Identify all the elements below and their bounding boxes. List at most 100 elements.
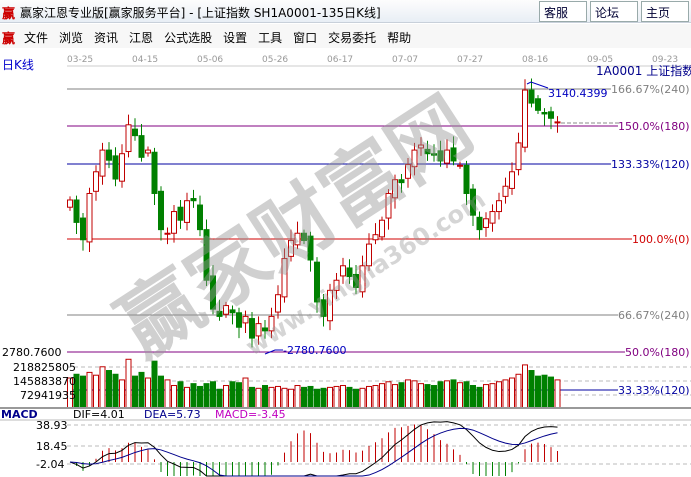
candle-body [398, 179, 405, 184]
volume-tick: 145883870 [13, 375, 76, 388]
menu-formula[interactable]: 公式选股 [164, 31, 213, 45]
volume-bar [483, 384, 489, 409]
volume-bar [463, 381, 470, 409]
volume-bar [444, 380, 450, 409]
candle-body [255, 323, 262, 337]
candle-body [444, 149, 450, 164]
candle-body [86, 192, 93, 243]
candle-body [73, 199, 80, 223]
volume-bar [554, 379, 561, 409]
volume-bar [333, 385, 340, 409]
candles [67, 78, 561, 348]
volume-bar [190, 383, 197, 409]
candle-body [99, 149, 106, 177]
menu-trade[interactable]: 交易委托 [328, 31, 377, 45]
volume-bar [268, 386, 275, 409]
date-tick: 07-07 [392, 55, 418, 65]
candle-body [405, 164, 411, 179]
candle-body [125, 124, 132, 153]
candle-body [106, 149, 112, 161]
volume-bar [93, 374, 99, 409]
date-tick: 06-17 [327, 55, 353, 65]
candle-body [197, 204, 203, 231]
candle-body [301, 232, 307, 241]
candle-body [424, 148, 431, 155]
volume-bar [548, 376, 554, 409]
candle-body [535, 98, 541, 111]
macd-panel [69, 421, 558, 477]
candle-body [151, 151, 158, 194]
volume-bar [411, 380, 418, 409]
candle-body [359, 265, 366, 293]
menu-browse[interactable]: 浏览 [59, 31, 84, 45]
volume-bar [249, 386, 255, 409]
volume-bar [457, 382, 463, 409]
candle-body [541, 111, 548, 115]
candle-body [392, 179, 398, 199]
macd-value: MACD=-3.45 [215, 408, 286, 421]
forum-button[interactable]: 论坛 [590, 1, 638, 22]
dea-value: DEA=5.73 [144, 408, 201, 421]
volume-bar [379, 383, 385, 409]
volume-bar [307, 385, 314, 409]
dif-line [69, 421, 558, 477]
candle-body [203, 229, 210, 281]
candle-body [242, 315, 249, 324]
candle-body [171, 211, 177, 234]
volume-bar [99, 366, 106, 409]
volume-bar [294, 385, 301, 409]
date-tick: 05-26 [262, 55, 288, 65]
volume-bar [80, 375, 86, 409]
dea-line [69, 427, 558, 477]
volume-bar [509, 377, 515, 409]
volume-bar [236, 382, 242, 409]
title-bar: 赢 赢家江恩专业版[赢家服务平台] - [上证指数 SH1A0001-135日K… [0, 0, 691, 23]
candle-body [333, 279, 340, 291]
volume-bar [288, 388, 294, 409]
candle-body [496, 200, 502, 213]
menu-file[interactable]: 文件 [24, 31, 49, 45]
high-marker [526, 81, 549, 89]
candle-body [184, 200, 190, 223]
volume-bar [340, 385, 346, 409]
dif-value: DIF=4.01 [73, 408, 125, 421]
candle-body [450, 147, 457, 162]
homepage-button[interactable]: 主页 [641, 1, 689, 22]
candle-body [281, 258, 288, 298]
candle-body [93, 171, 99, 192]
volume-bar [197, 385, 203, 409]
volume-bar [255, 387, 262, 409]
high-price-label: 3140.4399 [548, 87, 608, 100]
macd-tick: -2.04 [36, 458, 64, 471]
volume-tick: 218825805 [13, 361, 76, 374]
candle-body [528, 89, 535, 104]
candle-body [275, 294, 281, 313]
volume-bar [353, 388, 359, 409]
candle-body [340, 265, 346, 277]
menu-news[interactable]: 资讯 [94, 31, 119, 45]
volume-bar [138, 371, 145, 409]
candle-body [522, 89, 528, 148]
menu-help[interactable]: 帮助 [387, 31, 412, 45]
volume-bar [158, 375, 164, 409]
candle-body [132, 128, 138, 137]
candle-body [463, 164, 470, 194]
candle-body [288, 239, 294, 257]
volume-bar [496, 381, 502, 409]
menu-window[interactable]: 窗口 [293, 31, 318, 45]
date-tick: 07-27 [457, 55, 483, 65]
volume-bar [372, 385, 379, 409]
candle-body [307, 235, 314, 261]
candle-body [119, 153, 125, 182]
customer-service-button[interactable]: 客服 [539, 1, 587, 22]
macd-label: MACD [1, 408, 38, 421]
menu-settings[interactable]: 设置 [223, 31, 248, 45]
menu-tools[interactable]: 工具 [258, 31, 283, 45]
menu-gann[interactable]: 江恩 [129, 31, 154, 45]
volume-bar [398, 382, 405, 409]
date-tick: 05-06 [197, 55, 223, 65]
candle-body [164, 232, 171, 235]
candle-body [515, 142, 522, 171]
volume-bar [242, 377, 249, 409]
